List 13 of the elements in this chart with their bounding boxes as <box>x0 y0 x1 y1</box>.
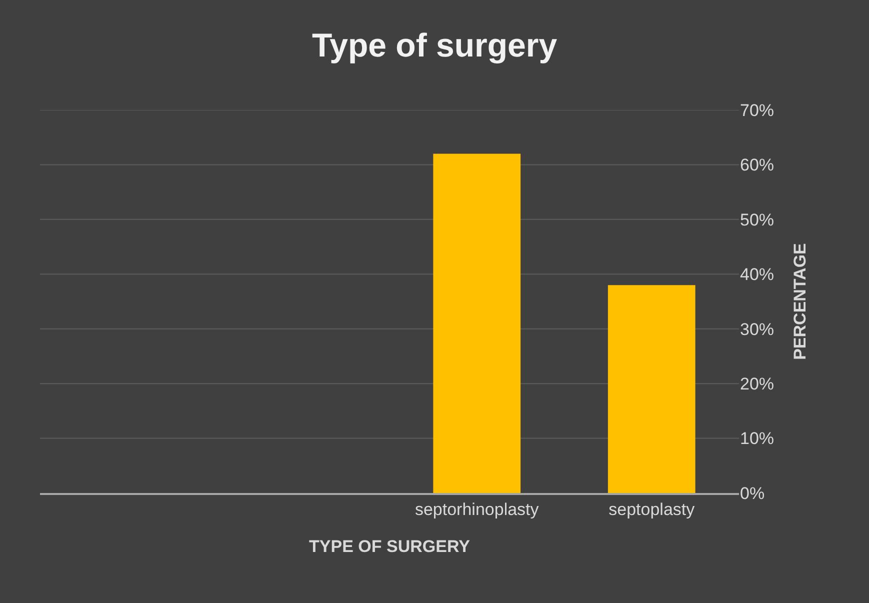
x-tick-label: septorhinoplasty <box>414 500 540 520</box>
y-tick-label: 50% <box>740 210 774 230</box>
y-axis-title: PERCENTAGE <box>790 243 810 360</box>
y-tick-label: 30% <box>740 320 774 339</box>
y-tick-label: 20% <box>740 374 774 394</box>
y-tick-label: 70% <box>740 100 774 120</box>
chart-title: Type of surgery <box>312 26 558 64</box>
y-tick-label: 10% <box>740 429 774 448</box>
y-tick-label: 40% <box>740 265 774 284</box>
x-tick-label: septoplasty <box>608 500 696 520</box>
y-tick-label: 0% <box>740 484 765 503</box>
x-axis-title: TYPE OF SURGERY <box>309 537 471 556</box>
y-tick-label: 60% <box>740 156 774 175</box>
